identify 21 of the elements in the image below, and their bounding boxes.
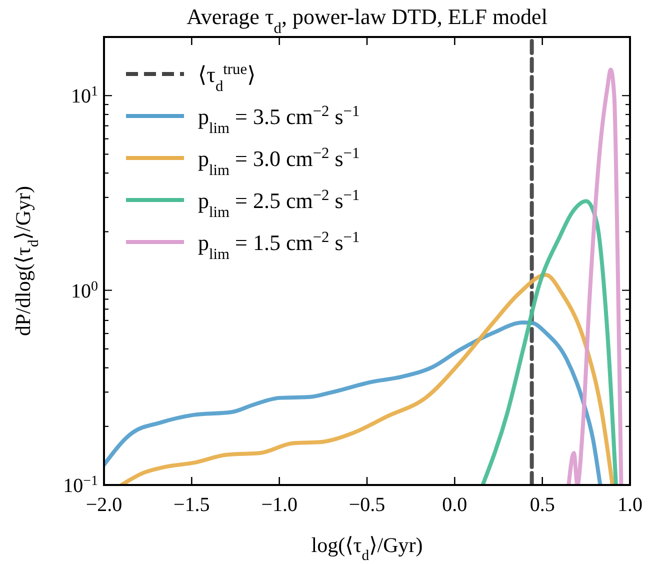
y-tick-label: 10$^{−1}$: [63, 474, 98, 497]
line-series: [566, 68, 624, 485]
chart-title: Average τ$_{d}$, power-law DTD, ELF model: [186, 4, 548, 36]
legend-label: p$_{lim}$ = 1.5 cm$^{−2}$ s$^{−1}$: [198, 228, 360, 262]
x-axis-title: log(⟨τ$_{d}$⟩/Gyr): [311, 533, 423, 564]
legend-label: p$_{lim}$ = 3.5 cm$^{−2}$ s$^{−1}$: [198, 102, 360, 136]
x-tick-label: −1.5: [174, 494, 210, 516]
line-series: [480, 199, 618, 485]
legend-label: p$_{lim}$ = 2.5 cm$^{−2}$ s$^{−1}$: [198, 186, 360, 220]
x-tick-label: −0.5: [348, 494, 386, 516]
x-tick-label: 1.0: [618, 494, 642, 516]
legend-label: p$_{lim}$ = 3.0 cm$^{−2}$ s$^{−1}$: [198, 144, 360, 178]
x-tick-label: −2.0: [86, 494, 122, 516]
legend-label: ⟨τ$_{d}$$^{true}$⟩: [198, 60, 256, 94]
x-tick-label: 0.0: [442, 494, 468, 516]
y-tick-label: 10$^{0}$: [71, 278, 98, 302]
x-tick-label: 0.5: [530, 494, 555, 516]
y-tick-label: 10$^{1}$: [71, 84, 98, 108]
line-series: [120, 272, 614, 485]
x-tick-label: −1.0: [261, 494, 298, 516]
line-series: [104, 320, 602, 485]
